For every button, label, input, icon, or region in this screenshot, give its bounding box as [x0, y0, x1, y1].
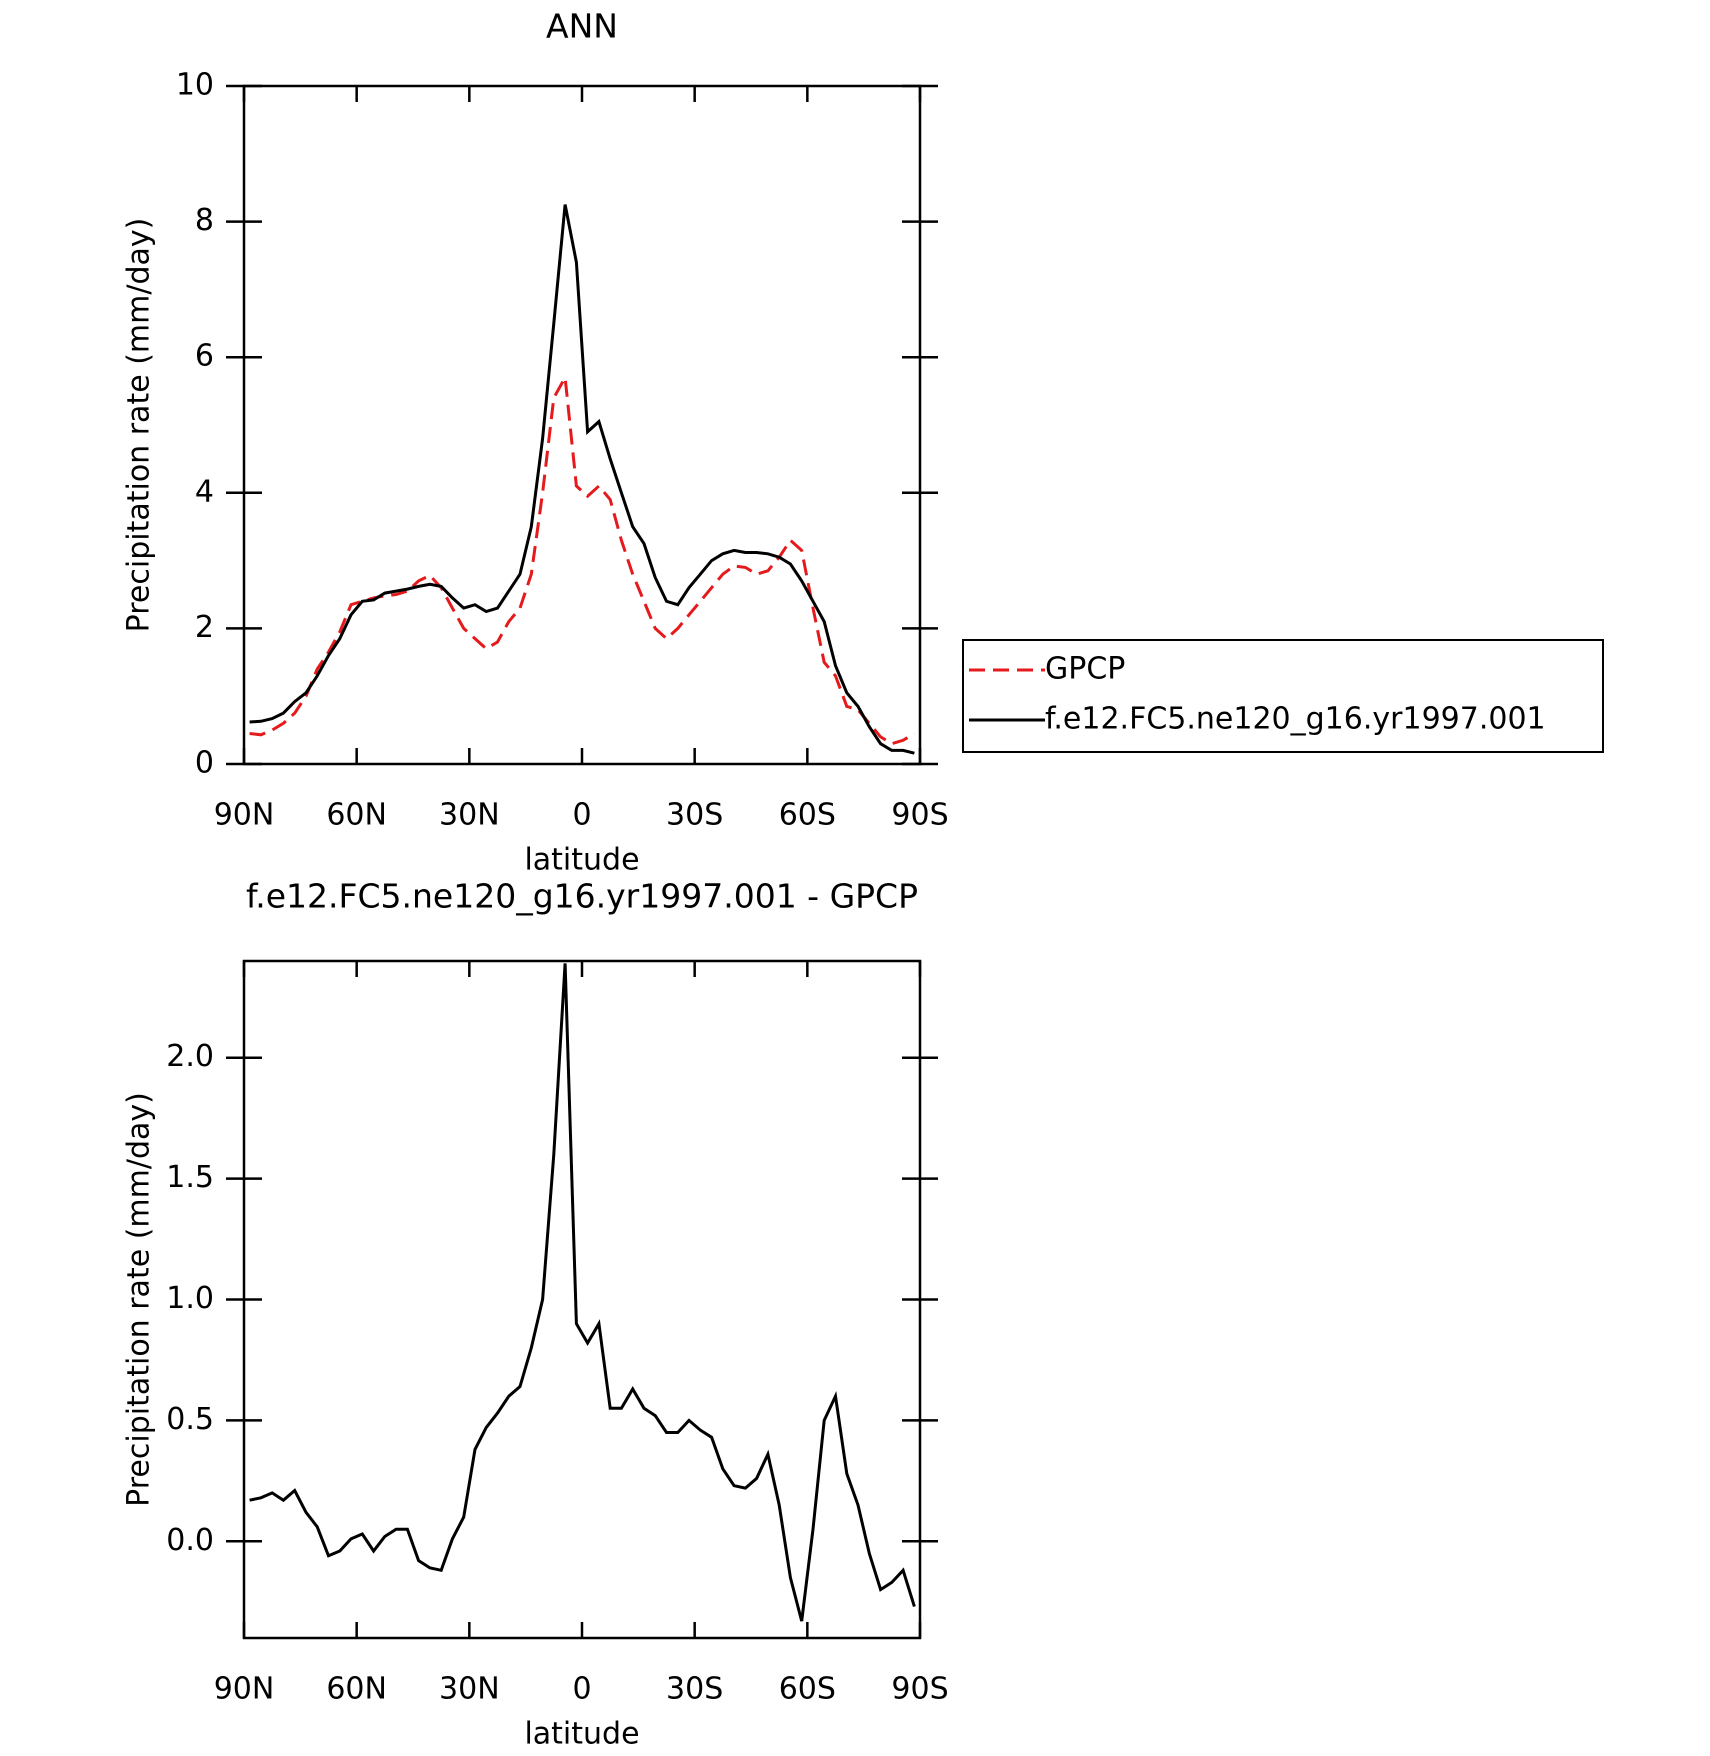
y-tick-label: 1.5 — [166, 1160, 214, 1195]
x-tick-label: 90S — [891, 1672, 948, 1707]
chart-title: f.e12.FC5.ne120_g16.yr1997.001 - GPCP — [246, 877, 918, 916]
x-axis-label: latitude — [524, 843, 639, 878]
legend-box — [962, 639, 1604, 753]
y-axis-label: Precipitation rate (mm/day) — [122, 218, 157, 633]
y-tick-label: 0.0 — [166, 1523, 214, 1558]
x-tick-label: 30S — [666, 798, 723, 833]
legend-label: f.e12.FC5.ne120_g16.yr1997.001 — [1045, 702, 1546, 737]
x-tick-label: 90N — [214, 1672, 275, 1707]
y-tick-label: 8 — [195, 203, 214, 238]
y-tick-label: 2 — [195, 610, 214, 645]
x-tick-label: 60N — [326, 1672, 387, 1707]
x-tick-label: 60S — [779, 798, 836, 833]
y-tick-label: 0 — [195, 746, 214, 781]
y-axis-label: Precipitation rate (mm/day) — [122, 1092, 157, 1507]
y-tick-label: 0.5 — [166, 1402, 214, 1437]
series-line — [249, 963, 916, 1622]
x-tick-label: 0 — [572, 798, 591, 833]
x-tick-label: 0 — [572, 1672, 591, 1707]
x-tick-label: 90N — [214, 798, 275, 833]
x-tick-label: 30N — [439, 798, 500, 833]
x-tick-label: 30N — [439, 1672, 500, 1707]
x-tick-label: 90S — [891, 798, 948, 833]
plot-frame — [242, 959, 922, 1640]
plot-frame — [242, 84, 922, 766]
x-tick-label: 60S — [779, 1672, 836, 1707]
y-tick-label: 2.0 — [166, 1039, 214, 1074]
legend-label: GPCP — [1045, 652, 1125, 687]
y-tick-label: 10 — [176, 68, 214, 103]
x-tick-label: 60N — [326, 798, 387, 833]
y-tick-label: 1.0 — [166, 1281, 214, 1316]
y-tick-label: 4 — [195, 474, 214, 509]
x-tick-label: 30S — [666, 1672, 723, 1707]
y-tick-label: 6 — [195, 339, 214, 374]
x-axis-label: latitude — [524, 1717, 639, 1752]
series-line — [249, 204, 915, 755]
chart-title: ANN — [546, 7, 618, 46]
series-line — [249, 372, 916, 746]
